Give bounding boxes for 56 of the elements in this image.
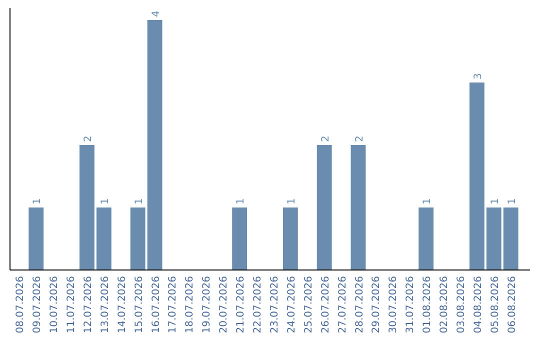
data-label: 4 [150, 10, 162, 17]
x-tick-label: 15.07.2026 [134, 276, 145, 334]
x-tick-label: 08.07.2026 [15, 276, 26, 334]
x-tick-label: 06.08.2026 [506, 276, 518, 334]
data-label: 1 [422, 198, 434, 204]
bar [28, 208, 44, 270]
bar [147, 20, 162, 270]
bar [80, 145, 94, 270]
x-tick-label: 12.07.2026 [82, 276, 94, 334]
bar [316, 145, 332, 270]
data-label: 1 [32, 198, 44, 204]
x-tick-label: 03.08.2026 [456, 276, 467, 334]
x-tick-label: 24.07.2026 [286, 276, 298, 334]
x-tick-label: 27.07.2026 [337, 276, 348, 334]
x-tick-label: 02.08.2026 [439, 276, 450, 334]
x-tick-label: 05.08.2026 [490, 276, 501, 334]
x-tick-label: 11.07.2026 [66, 276, 78, 334]
bar [96, 208, 112, 270]
x-tick-label: 09.07.2026 [32, 276, 44, 334]
x-tick-label: 17.07.2026 [168, 276, 179, 334]
bar [232, 208, 248, 270]
x-tick-label: 01.08.2026 [422, 276, 434, 334]
bar [282, 208, 298, 270]
data-label: 1 [490, 198, 501, 204]
data-label: 1 [134, 198, 145, 204]
data-label: 2 [320, 136, 332, 142]
data-label: 1 [506, 198, 518, 204]
x-tick-label: 16.07.2026 [150, 276, 162, 334]
x-tick-label: 31.07.2026 [405, 276, 416, 334]
x-tick-label: 13.07.2026 [100, 276, 111, 334]
x-tick-label: 21.07.2026 [236, 276, 247, 334]
bar [469, 82, 484, 270]
x-tick-label: 14.07.2026 [116, 276, 128, 334]
x-tick-label: 18.07.2026 [184, 276, 196, 334]
x-tick-label: 10.07.2026 [49, 276, 60, 334]
data-label: 2 [82, 136, 94, 142]
x-tick-label: 20.07.2026 [218, 276, 230, 334]
x-tick-label: 25.07.2026 [303, 276, 314, 334]
x-tick-label: 19.07.2026 [202, 276, 213, 334]
x-tick-label: 26.07.2026 [320, 276, 332, 334]
x-tick-label: 29.07.2026 [371, 276, 382, 334]
data-label: 2 [354, 136, 366, 142]
x-tick-label: 22.07.2026 [252, 276, 264, 334]
bar [130, 208, 146, 270]
data-label: 1 [100, 198, 111, 204]
x-tick-label: 28.07.2026 [354, 276, 366, 334]
x-tick-label: 04.08.2026 [472, 276, 484, 334]
x-tick-label: 23.07.2026 [269, 276, 280, 334]
bar [503, 208, 518, 270]
bar [418, 208, 434, 270]
data-label: 1 [236, 198, 247, 204]
data-label: 1 [286, 198, 298, 204]
x-tick-label: 30.07.2026 [388, 276, 400, 334]
bar [350, 145, 366, 270]
data-label: 3 [472, 73, 484, 80]
bar [486, 208, 502, 270]
